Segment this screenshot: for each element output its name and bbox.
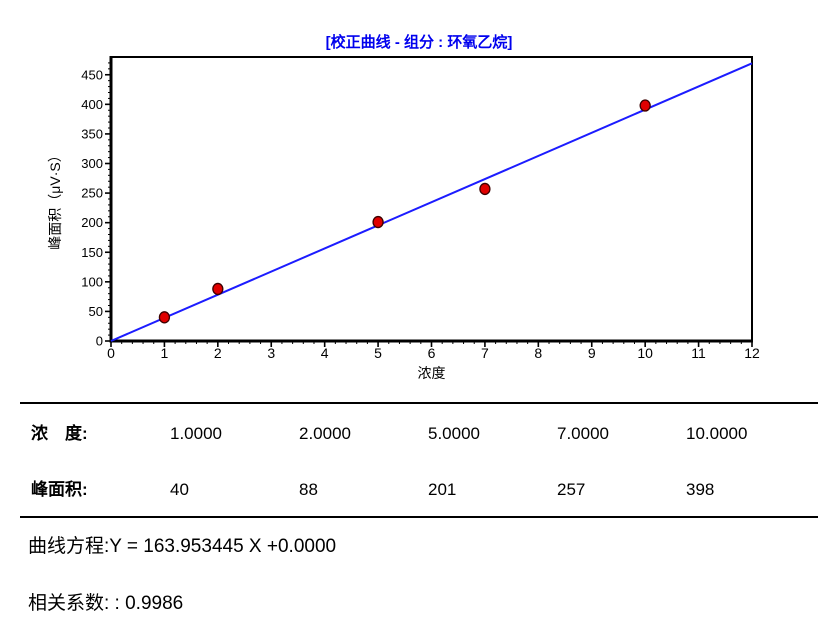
svg-text:50: 50 — [89, 304, 103, 319]
peak-area-value: 398 — [686, 480, 715, 499]
chart-title: [校正曲线 - 组分 : 环氧乙烷] — [325, 34, 513, 51]
concentration-row-label: 浓 度: — [31, 424, 88, 443]
svg-text:300: 300 — [81, 156, 103, 171]
curve-equation-text: 曲线方程:Y = 163.953445 X +0.0000 — [28, 536, 337, 557]
svg-text:250: 250 — [81, 186, 103, 201]
calibration-chart: 0 1 2 3 4 5 6 7 8 9 10 11 12050100150200250300350400… — [47, 56, 760, 381]
peak-area-value: 201 — [428, 480, 457, 499]
svg-text:400: 400 — [81, 97, 103, 112]
svg-text:0: 0 — [107, 345, 115, 361]
svg-text:450: 450 — [81, 67, 103, 82]
svg-text:峰面积（μV·S）: 峰面积（μV·S） — [47, 148, 63, 249]
concentration-value: 10.0000 — [686, 424, 748, 443]
svg-text:5: 5 — [374, 345, 382, 361]
svg-text:6: 6 — [428, 345, 436, 361]
peak-area-row: 峰面积: 40 88 201 257 398 — [0, 480, 838, 500]
svg-text:10: 10 — [637, 345, 653, 361]
peak-area-value: 40 — [170, 480, 189, 499]
svg-text:7: 7 — [481, 345, 489, 361]
svg-text:150: 150 — [81, 245, 103, 260]
correlation-coefficient-text: 相关系数: : 0.9986 — [28, 593, 184, 614]
svg-text:11: 11 — [691, 345, 706, 361]
svg-text:浓度: 浓度 — [418, 365, 446, 381]
svg-text:9: 9 — [588, 345, 596, 361]
peak-area-value: 257 — [557, 480, 586, 499]
concentration-row: 浓 度: 1.0000 2.0000 5.0000 7.0000 10.0000 — [0, 424, 838, 444]
svg-text:2: 2 — [214, 345, 222, 361]
svg-text:4: 4 — [321, 345, 329, 361]
svg-text:3: 3 — [267, 345, 275, 361]
table-bottom-divider — [20, 516, 818, 518]
table-top-divider — [20, 402, 818, 404]
svg-text:12: 12 — [744, 345, 760, 361]
concentration-value: 1.0000 — [170, 424, 222, 443]
svg-text:8: 8 — [534, 345, 542, 361]
concentration-value: 5.0000 — [428, 424, 480, 443]
concentration-value: 2.0000 — [299, 424, 351, 443]
concentration-value: 7.0000 — [557, 424, 609, 443]
peak-area-row-label: 峰面积: — [31, 480, 88, 499]
svg-text:350: 350 — [81, 126, 103, 141]
svg-text:200: 200 — [81, 215, 103, 230]
peak-area-value: 88 — [299, 480, 318, 499]
svg-text:1: 1 — [161, 345, 169, 361]
svg-text:0: 0 — [96, 334, 103, 349]
svg-text:100: 100 — [81, 274, 103, 289]
